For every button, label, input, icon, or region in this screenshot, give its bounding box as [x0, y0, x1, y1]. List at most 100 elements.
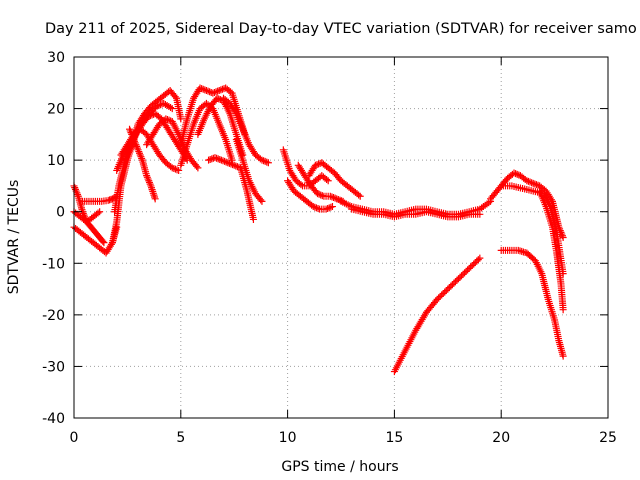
data-point [232, 162, 240, 170]
data-point [461, 269, 469, 277]
data-point [325, 204, 333, 212]
chart-title: Day 211 of 2025, Sidereal Day-to-day VTE… [45, 21, 637, 37]
y-tick-label: -20 [42, 308, 65, 324]
data-point [448, 281, 456, 289]
data-point [171, 165, 179, 173]
x-tick-label: 0 [70, 430, 79, 446]
data-point [132, 141, 140, 149]
data-point [528, 179, 536, 187]
x-tick-label: 10 [279, 430, 297, 446]
data-point [213, 154, 221, 162]
data-point [458, 272, 466, 280]
data-point [356, 192, 364, 200]
data-point [155, 101, 163, 109]
data-point [529, 179, 537, 187]
data-point [445, 284, 453, 292]
data-point [468, 261, 476, 269]
data-point [171, 93, 179, 101]
y-tick-label: -40 [42, 411, 65, 427]
y-tick-label: 10 [47, 153, 65, 169]
data-point [201, 86, 209, 94]
data-point [136, 151, 144, 159]
data-point [260, 157, 268, 165]
data-point [220, 85, 228, 93]
data-point [170, 165, 178, 173]
data-points [70, 84, 567, 376]
data-point [454, 275, 462, 283]
data-point [523, 177, 531, 185]
data-point [459, 270, 467, 278]
data-point [314, 204, 322, 212]
data-point [71, 185, 79, 193]
data-point [206, 88, 214, 96]
data-point [213, 94, 221, 102]
data-point [129, 134, 137, 142]
data-point [328, 203, 336, 211]
series-arc-evening-4 [305, 159, 364, 200]
data-point [476, 210, 484, 218]
data-point [433, 295, 441, 303]
series-arc-drop-a [126, 125, 159, 203]
data-point [324, 204, 332, 212]
data-point [224, 159, 232, 167]
data-point [165, 116, 173, 124]
data-point [558, 232, 566, 240]
data-point [559, 306, 567, 314]
data-point [227, 160, 235, 168]
data-point [144, 175, 152, 183]
data-point [309, 203, 317, 211]
data-point [150, 110, 158, 118]
data-point [71, 184, 79, 192]
data-point [261, 157, 269, 165]
data-point [167, 104, 175, 112]
data-point [316, 159, 324, 167]
data-point [206, 155, 214, 163]
x-tick-label: 5 [176, 430, 185, 446]
data-point [559, 234, 567, 241]
data-point [217, 156, 225, 164]
data-point [470, 260, 478, 268]
data-point [126, 127, 134, 135]
data-point [214, 87, 222, 95]
axis-ticks: 0 5 10 15 20 25 -40 -30 -20 -10 0 10 20 30 [42, 50, 617, 446]
data-point [249, 215, 257, 223]
data-point [173, 166, 181, 174]
data-point [145, 178, 153, 186]
data-point [215, 87, 223, 95]
data-point [513, 170, 521, 178]
data-point [355, 191, 363, 199]
series-arc-dawn-high [487, 169, 567, 241]
data-point [137, 153, 145, 161]
data-point [324, 177, 332, 185]
data-point [133, 142, 141, 150]
data-point [311, 203, 319, 211]
data-point [208, 155, 216, 163]
data-point [441, 288, 449, 296]
data-point [193, 162, 201, 170]
data-point [467, 263, 475, 271]
data-point [229, 161, 237, 169]
y-tick-label: 30 [47, 50, 65, 66]
data-point [130, 136, 138, 144]
data-point [326, 192, 334, 200]
plot-border [73, 56, 609, 419]
data-point [450, 279, 458, 287]
data-point [143, 172, 151, 180]
data-point [135, 148, 143, 156]
data-point [145, 112, 153, 120]
data-point [532, 181, 540, 189]
data-point [314, 190, 322, 198]
data-point [333, 195, 341, 203]
data-point [73, 189, 81, 197]
data-point [222, 158, 230, 166]
y-tick-label: -30 [42, 359, 65, 375]
data-point [257, 196, 265, 204]
data-point [297, 181, 305, 189]
data-point [145, 177, 153, 185]
data-point [512, 170, 520, 178]
data-point [217, 86, 225, 94]
data-point [317, 191, 325, 199]
data-point [473, 257, 481, 265]
data-point [143, 173, 151, 181]
data-point [444, 285, 452, 293]
